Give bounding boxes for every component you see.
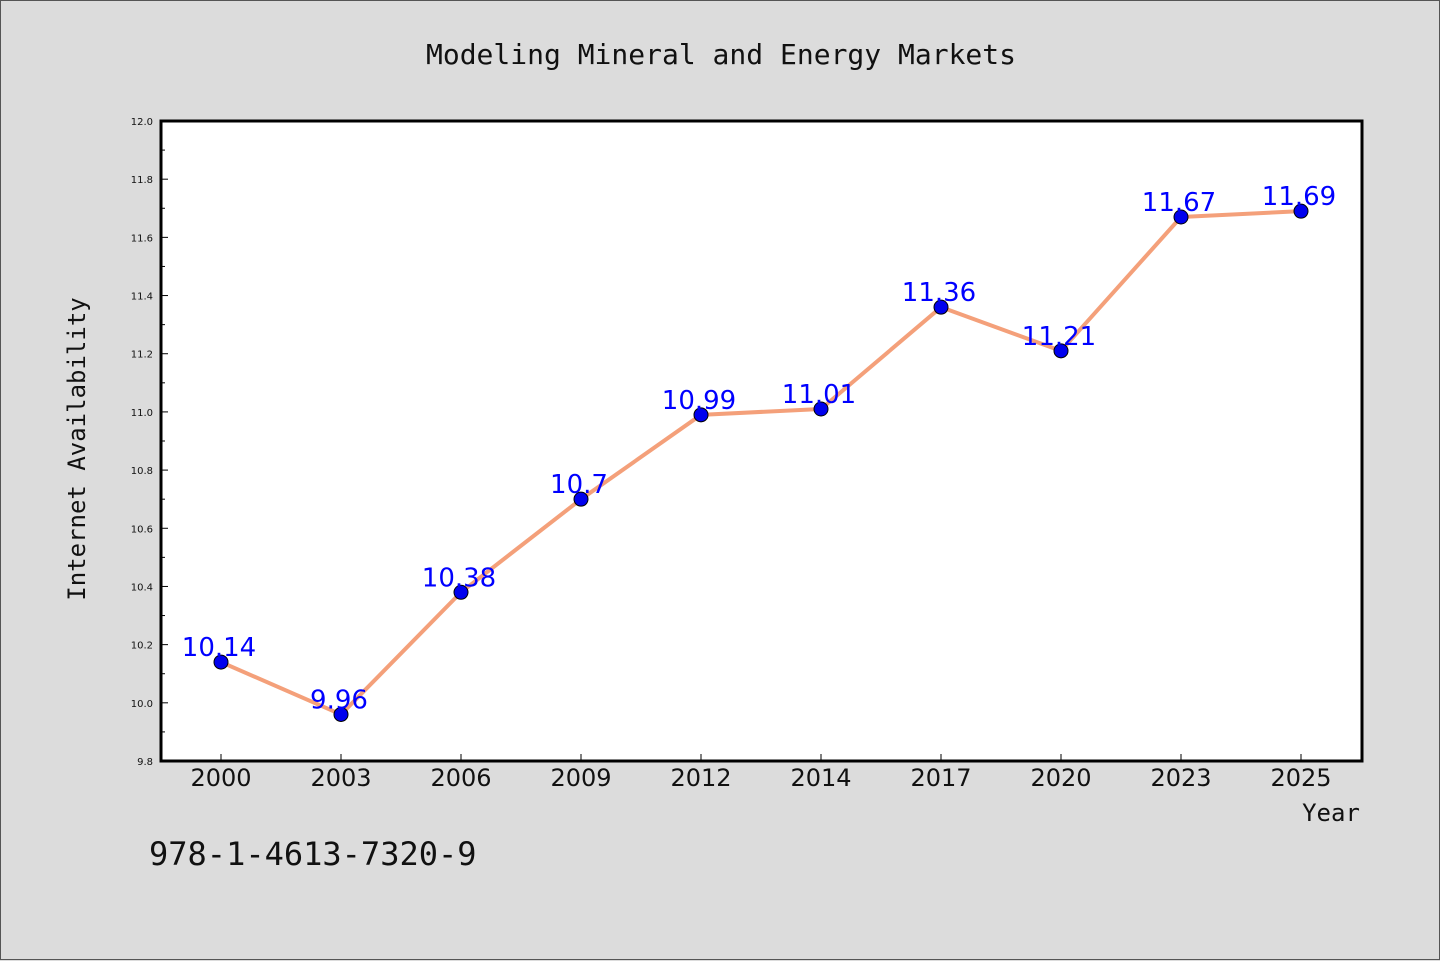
x-tick-label: 2017 [910, 764, 971, 792]
data-point [1293, 203, 1309, 219]
x-tick-label: 2023 [1150, 764, 1211, 792]
y-tick-label: 11.0 [131, 408, 153, 419]
y-tick-label: 10.4 [131, 582, 153, 593]
x-tick-label: 2014 [790, 764, 851, 792]
plot-area [161, 121, 1362, 761]
x-tick-label: 2009 [550, 764, 611, 792]
data-point [453, 584, 469, 600]
data-label: 10.7 [550, 470, 608, 500]
y-tick-label: 11.4 [131, 292, 153, 303]
y-tick-label: 10.2 [131, 641, 153, 652]
data-point [213, 654, 229, 670]
x-tick-label: 2012 [670, 764, 731, 792]
data-label: 11.01 [782, 380, 856, 410]
isbn-footer: 978-1-4613-7320-9 [149, 835, 477, 873]
data-label: 10.14 [182, 633, 256, 663]
data-point [333, 706, 349, 722]
x-tick-label: 2003 [310, 764, 371, 792]
y-tick-label: 9.8 [137, 757, 153, 768]
data-point [1173, 209, 1189, 225]
data-label: 11.21 [1022, 322, 1096, 352]
data-point [813, 401, 829, 417]
y-tick-label: 12.0 [131, 117, 153, 128]
x-axis: 2000 2003 2006 2009 2012 2014 2017 2020 2023 2025 [190, 754, 1332, 792]
chart-title: Modeling Mineral and Energy Markets [426, 38, 1016, 71]
data-point [573, 491, 589, 507]
data-label: 10.99 [662, 386, 736, 416]
x-tick-label: 2006 [430, 764, 491, 792]
x-tick-label: 2025 [1270, 764, 1331, 792]
data-label: 10.38 [422, 563, 496, 593]
data-point [1053, 343, 1069, 359]
y-tick-label: 11.2 [131, 350, 153, 361]
y-axis-label: Internet Availability [63, 297, 91, 600]
data-label: 11.36 [902, 278, 976, 308]
data-label: 11.69 [1262, 182, 1336, 212]
data-label: 11.67 [1142, 188, 1216, 218]
series-markers [213, 203, 1309, 722]
y-tick-label: 10.8 [131, 466, 153, 477]
y-tick-label: 11.8 [131, 175, 153, 186]
data-point [693, 407, 709, 423]
y-tick-label: 10.6 [131, 524, 153, 535]
x-axis-label: Year [1302, 799, 1360, 827]
data-label: 9.96 [310, 685, 368, 715]
plot-frame [159, 119, 1364, 763]
y-tick-label: 10.0 [131, 699, 153, 710]
x-tick-label: 2000 [190, 764, 251, 792]
series-line [219, 209, 1303, 717]
x-tick-label: 2020 [1030, 764, 1091, 792]
data-labels: 10.14 9.96 10.38 10.7 10.99 11.01 11.36 11.21 11… [182, 182, 1336, 715]
data-point [933, 299, 949, 315]
y-tick-label: 11.6 [131, 233, 153, 244]
